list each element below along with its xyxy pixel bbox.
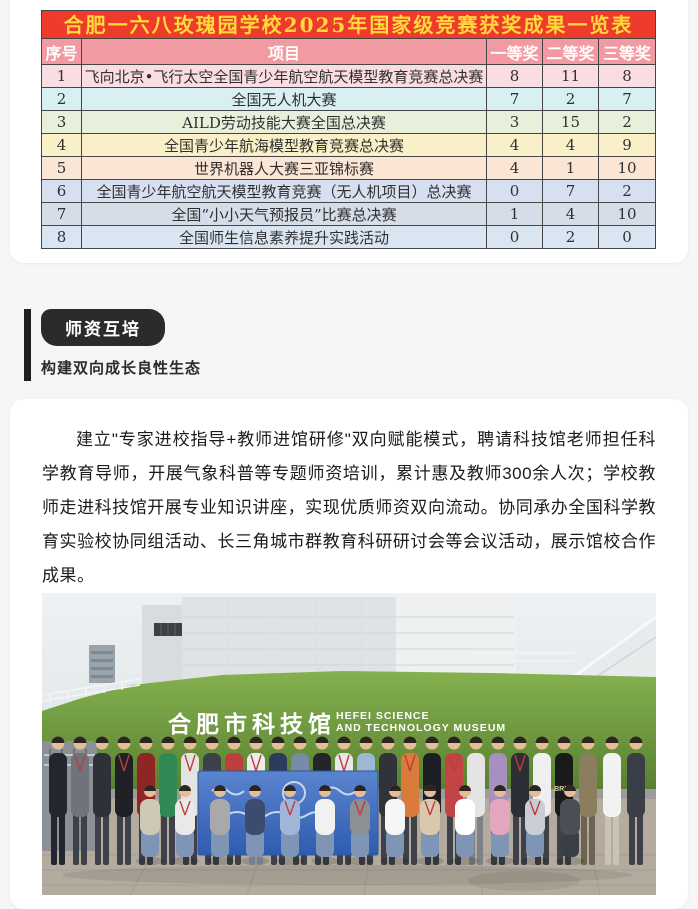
cell-third: 0 [598,225,656,249]
award-table: 合肥一六八玫瑰园学校2025年国家级竞赛获奖成果一览表 序号 项目 一等奖 二等… [41,10,656,249]
award-table-header-row: 序号 项目 一等奖 二等奖 三等奖 [41,38,656,65]
section-title-badge: 师资互培 [41,309,165,346]
photo-crowd-shadow [62,865,632,885]
museum-sign-en-1: HEFEI SCIENCE [336,710,430,722]
cell-second: 4 [542,133,599,157]
cell-no: 2 [41,87,82,111]
article-paragraph: 建立"专家进校指导+教师进馆研修"双向赋能模式，聘请科技馆老师担任科学教育导师，… [42,430,656,585]
cell-no: 3 [41,110,82,134]
cell-third: 2 [598,110,656,134]
cell-project: 全国师生信息素养提升实践活动 [81,225,487,249]
cell-second: 15 [542,110,599,134]
cell-first: 3 [486,110,543,134]
cell-first: 8 [486,64,543,88]
cell-project: 全国无人机大赛 [81,87,487,111]
table-row: 6 全国青少年航空航天模型教育竞赛（无人机项目）总决赛 0 7 2 [41,179,656,203]
section-header: 师资互培 构建双向成长良性生态 [24,309,698,381]
museum-sign-en-2: AND TECHNOLOGY MUSEUM [336,722,506,734]
award-table-card: 合肥一六八玫瑰园学校2025年国家级竞赛获奖成果一览表 序号 项目 一等奖 二等… [10,0,688,263]
cell-third: 10 [598,156,656,180]
cell-project: 全国青少年航空航天模型教育竞赛（无人机项目）总决赛 [81,179,487,203]
column-header-first: 一等奖 [486,38,543,65]
cell-first: 7 [486,87,543,111]
cell-project: 飞向北京•飞行太空全国青少年航空航天模型教育竞赛总决赛 [81,64,487,88]
cell-third: 7 [598,87,656,111]
table-row: 8 全国师生信息素养提升实践活动 0 2 0 [41,225,656,249]
column-header-project: 项目 [81,38,487,65]
cell-project: 全国青少年航海模型教育竞赛总决赛 [81,133,487,157]
photo-left-fence [42,678,141,702]
section-subtitle: 构建双向成长良性生态 [41,360,202,377]
cell-no: 4 [41,133,82,157]
museum-sign-cn: 合肥市科技馆 [168,711,336,737]
photo-distant-tower [89,645,115,683]
table-row: 7 全国“小小天气预报员”比赛总决赛 1 4 10 [41,202,656,226]
section-accent-bar [24,309,31,381]
group-photo-image[interactable]: 合肥市科技馆 HEFEI SCIENCE AND TECHNOLOGY MUSE… [42,593,656,895]
cell-second: 1 [542,156,599,180]
photo-people-crouching [136,785,584,865]
cell-third: 10 [598,202,656,226]
cell-no: 1 [41,64,82,88]
cell-second: 11 [542,64,599,88]
cell-second: 2 [542,225,599,249]
cell-no: 7 [41,202,82,226]
cell-second: 7 [542,179,599,203]
award-table-title: 合肥一六八玫瑰园学校2025年国家级竞赛获奖成果一览表 [41,10,656,38]
cell-third: 2 [598,179,656,203]
cell-no: 8 [41,225,82,249]
cell-project: 全国“小小天气预报员”比赛总决赛 [81,202,487,226]
table-row: 1 飞向北京•飞行太空全国青少年航空航天模型教育竞赛总决赛 8 11 8 [41,64,656,88]
cell-third: 9 [598,133,656,157]
column-header-second: 二等奖 [542,38,599,65]
cell-no: 6 [41,179,82,203]
cell-first: 0 [486,225,543,249]
cell-second: 4 [542,202,599,226]
cell-first: 0 [486,179,543,203]
cell-no: 5 [41,156,82,180]
cell-first: 1 [486,202,543,226]
cell-second: 2 [542,87,599,111]
cell-first: 4 [486,133,543,157]
cell-project: 世界机器人大赛三亚锦标赛 [81,156,487,180]
table-row: 5 世界机器人大赛三亚锦标赛 4 1 10 [41,156,656,180]
cell-project: AILD劳动技能大赛全国总决赛 [81,110,487,134]
article-card: 建立"专家进校指导+教师进馆研修"双向赋能模式，聘请科技馆老师担任科学教育导师，… [10,399,688,909]
table-row: 2 全国无人机大赛 7 2 7 [41,87,656,111]
column-header-no: 序号 [41,38,82,65]
svg-text:BRNS: BRNS [554,786,574,793]
table-row: 3 AILD劳动技能大赛全国总决赛 3 15 2 [41,110,656,134]
cell-first: 4 [486,156,543,180]
column-header-third: 三等奖 [598,38,656,65]
cell-third: 8 [598,64,656,88]
table-row: 4 全国青少年航海模型教育竞赛总决赛 4 4 9 [41,133,656,157]
museum-sign: 合肥市科技馆 HEFEI SCIENCE AND TECHNOLOGY MUSE… [168,710,506,737]
